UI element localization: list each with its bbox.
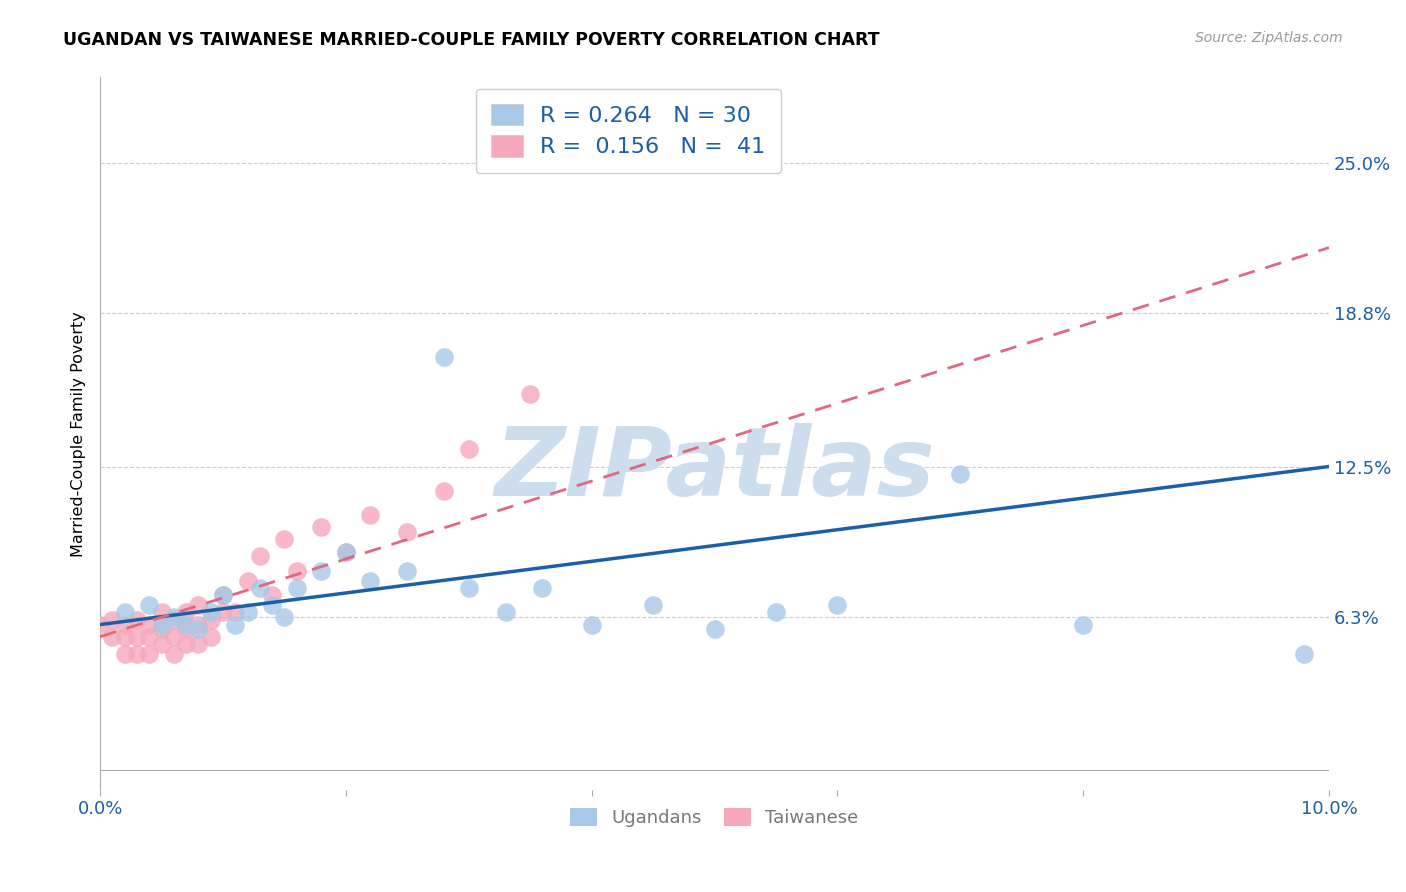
Point <box>174 637 197 651</box>
Point <box>114 647 136 661</box>
Point <box>249 549 271 564</box>
Text: Source: ZipAtlas.com: Source: ZipAtlas.com <box>1195 31 1343 45</box>
Legend: Ugandans, Taiwanese: Ugandans, Taiwanese <box>564 801 866 834</box>
Point <box>285 564 308 578</box>
Point <box>212 588 235 602</box>
Point <box>125 630 148 644</box>
Point <box>581 617 603 632</box>
Point <box>224 617 246 632</box>
Point <box>703 623 725 637</box>
Point <box>949 467 972 481</box>
Point <box>765 606 787 620</box>
Point <box>285 581 308 595</box>
Point <box>150 623 173 637</box>
Point <box>114 606 136 620</box>
Point <box>174 623 197 637</box>
Point <box>1071 617 1094 632</box>
Text: UGANDAN VS TAIWANESE MARRIED-COUPLE FAMILY POVERTY CORRELATION CHART: UGANDAN VS TAIWANESE MARRIED-COUPLE FAMI… <box>63 31 880 49</box>
Point <box>519 386 541 401</box>
Point <box>200 606 222 620</box>
Point <box>187 617 209 632</box>
Point <box>187 598 209 612</box>
Point <box>273 610 295 624</box>
Y-axis label: Married-Couple Family Poverty: Married-Couple Family Poverty <box>72 310 86 557</box>
Point <box>1294 647 1316 661</box>
Point <box>150 606 173 620</box>
Point <box>335 544 357 558</box>
Point <box>174 606 197 620</box>
Point <box>531 581 554 595</box>
Point <box>273 533 295 547</box>
Point <box>236 574 259 588</box>
Point <box>236 606 259 620</box>
Point <box>174 617 197 632</box>
Point <box>163 610 186 624</box>
Point <box>114 617 136 632</box>
Point <box>433 483 456 498</box>
Point <box>359 508 381 523</box>
Point <box>396 525 419 540</box>
Point <box>125 613 148 627</box>
Point <box>262 588 284 602</box>
Point <box>335 544 357 558</box>
Point <box>89 617 111 632</box>
Point <box>495 606 517 620</box>
Point <box>138 630 160 644</box>
Point <box>827 598 849 612</box>
Point <box>212 588 235 602</box>
Point <box>641 598 664 612</box>
Point <box>163 613 186 627</box>
Point <box>212 606 235 620</box>
Point <box>249 581 271 595</box>
Point <box>311 520 333 534</box>
Point <box>433 350 456 364</box>
Point <box>138 617 160 632</box>
Point <box>114 630 136 644</box>
Point <box>163 647 186 661</box>
Point <box>138 598 160 612</box>
Point <box>101 630 124 644</box>
Point <box>150 617 173 632</box>
Point <box>163 630 186 644</box>
Point <box>101 613 124 627</box>
Point <box>187 623 209 637</box>
Point <box>359 574 381 588</box>
Point <box>125 647 148 661</box>
Point <box>224 606 246 620</box>
Point <box>311 564 333 578</box>
Point <box>138 647 160 661</box>
Point <box>200 630 222 644</box>
Point <box>187 637 209 651</box>
Text: ZIPatlas: ZIPatlas <box>494 423 935 516</box>
Point <box>457 442 479 457</box>
Point <box>262 598 284 612</box>
Point <box>396 564 419 578</box>
Point <box>150 637 173 651</box>
Point <box>200 613 222 627</box>
Point <box>457 581 479 595</box>
